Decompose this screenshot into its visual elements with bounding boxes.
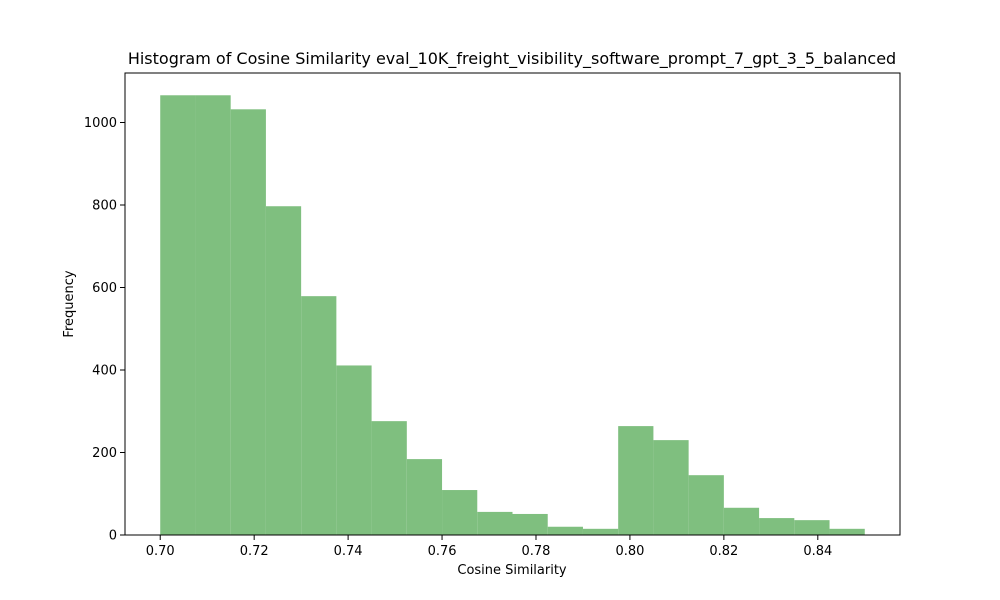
histogram-bar: [195, 95, 231, 536]
x-tick-label: 0.70: [146, 544, 175, 559]
histogram-bar: [230, 109, 266, 536]
y-axis-label: Frequency: [62, 270, 77, 337]
plot-frame: [124, 72, 901, 536]
x-axis: 0.70 0.72 0.74 0.76 0.78 0.80 0.82 0.84: [146, 535, 832, 559]
x-tick-label: 0.74: [334, 544, 363, 559]
histogram-bar: [265, 206, 302, 536]
y-tick-label: 400: [92, 364, 117, 379]
histogram-bar: [582, 528, 619, 535]
histogram-bar: [406, 459, 443, 535]
x-tick-label: 0.82: [709, 544, 738, 559]
histogram-bar: [512, 513, 548, 535]
histogram-bar: [653, 440, 689, 535]
x-tick-label: 0.80: [615, 544, 644, 559]
x-tick-label: 0.78: [522, 544, 551, 559]
histogram-bar: [547, 526, 583, 535]
histogram-bar: [723, 507, 760, 535]
histogram-bar: [301, 296, 337, 535]
x-axis-label: Cosine Similarity: [457, 563, 567, 578]
histogram-bar: [618, 426, 654, 535]
histogram-bar: [336, 365, 372, 535]
histogram-bar: [477, 511, 513, 535]
y-tick-label: 1000: [84, 116, 117, 131]
x-tick-label: 0.72: [240, 544, 269, 559]
chart-title: Histogram of Cosine Similarity eval_10K_…: [128, 49, 896, 69]
histogram-bar: [160, 95, 196, 536]
bars-group: [160, 95, 865, 536]
histogram-bar: [371, 421, 407, 535]
x-tick-label: 0.76: [428, 544, 457, 559]
y-tick-label: 200: [92, 446, 117, 461]
histogram-bar: [688, 475, 724, 535]
y-axis: 0 200 400 600 800 1000: [84, 116, 125, 544]
histogram-bar: [794, 520, 830, 535]
y-tick-label: 0: [109, 529, 117, 544]
histogram-bar: [442, 490, 478, 535]
histogram-bar: [829, 528, 865, 535]
y-tick-label: 800: [92, 199, 117, 214]
x-tick-label: 0.84: [803, 544, 832, 559]
histogram-bar: [759, 518, 795, 535]
y-tick-label: 600: [92, 281, 117, 296]
